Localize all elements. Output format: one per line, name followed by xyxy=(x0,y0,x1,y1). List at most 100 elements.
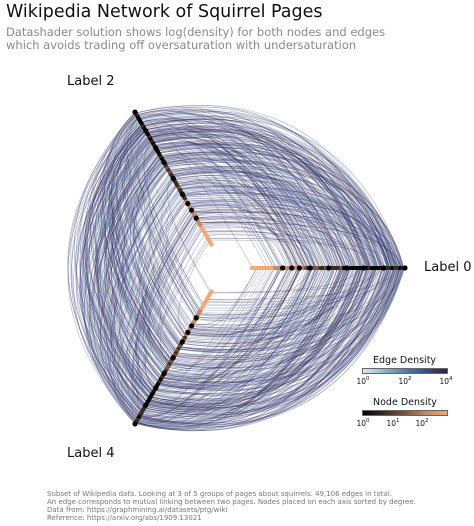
edge-arc xyxy=(144,267,328,413)
edge-layer xyxy=(67,105,405,432)
edge-arc xyxy=(136,267,343,428)
node-point xyxy=(189,323,195,329)
edge-arc xyxy=(162,154,375,269)
edge-arc xyxy=(93,118,162,378)
edge-arc xyxy=(171,267,312,366)
edge-arc xyxy=(171,171,393,269)
edge-arc xyxy=(138,183,177,353)
edge-arc xyxy=(82,143,154,423)
edge-arc xyxy=(198,222,403,269)
edge-arc xyxy=(169,267,374,369)
edge-arc xyxy=(83,142,154,420)
edge-arc xyxy=(147,126,399,269)
edge-arc xyxy=(138,267,344,425)
page-title: Wikipedia Network of Squirrel Pages xyxy=(6,2,323,22)
edge-arc xyxy=(108,130,172,361)
edge-arc xyxy=(135,105,398,269)
edge-arc xyxy=(110,176,173,403)
edge-arc xyxy=(135,267,348,430)
edge-arc xyxy=(183,267,345,344)
edge-arc xyxy=(148,158,200,313)
edge-arc xyxy=(132,156,185,339)
edge-arc xyxy=(125,174,172,369)
node-point xyxy=(185,329,191,336)
edge-arc xyxy=(169,168,404,269)
edge-arc xyxy=(103,151,158,387)
edge-arc xyxy=(135,267,393,431)
edge-arc xyxy=(184,267,390,341)
edge-arc xyxy=(132,208,192,395)
edge-arc xyxy=(151,135,312,269)
edge-arc xyxy=(186,199,390,269)
edge-arc xyxy=(163,156,376,269)
edge-arc xyxy=(99,163,166,412)
edge-arc xyxy=(171,170,353,269)
edge-arc xyxy=(104,128,169,366)
edge-arc xyxy=(81,138,151,419)
edge-arc xyxy=(194,212,287,269)
edge-arc xyxy=(188,202,395,269)
edge-arc xyxy=(193,212,402,269)
edge-arc xyxy=(147,267,361,410)
edge-arc xyxy=(149,184,188,333)
edge-arc xyxy=(143,206,190,369)
edge-arc xyxy=(158,267,327,389)
subtitle-line: Datashader solution shows log(density) f… xyxy=(6,25,386,39)
node-point xyxy=(143,402,149,408)
edge-arc xyxy=(130,117,203,308)
edge-arc xyxy=(79,123,146,407)
edge-arc xyxy=(135,227,203,408)
edge-arc xyxy=(187,201,370,269)
edge-arc xyxy=(154,141,313,269)
edge-arc xyxy=(155,147,268,269)
edge-arc xyxy=(191,208,356,269)
edge-arc xyxy=(150,267,349,404)
edge-arc xyxy=(204,267,390,305)
edge-arc xyxy=(149,131,342,269)
edge-arc xyxy=(155,141,385,269)
edge-arc xyxy=(183,267,349,344)
edge-arc xyxy=(182,192,382,269)
footer-note: Data from: https://graphmining.ai/datase… xyxy=(47,506,228,514)
edge-arc xyxy=(157,267,351,392)
edge-arc xyxy=(95,140,154,394)
edge-arc xyxy=(115,127,181,346)
edge-arc xyxy=(162,267,340,383)
edge-arc xyxy=(205,233,389,269)
edge-arc xyxy=(149,131,371,269)
edge-arc xyxy=(198,221,402,269)
edge-arc xyxy=(179,185,370,269)
edge-arc xyxy=(136,267,291,424)
edge-arc xyxy=(190,267,299,332)
edge-arc xyxy=(92,114,164,376)
edge-arc xyxy=(192,267,405,325)
edge-arc xyxy=(103,168,168,407)
edge-arc xyxy=(169,168,388,269)
edge-arc xyxy=(188,202,293,269)
edge-arc xyxy=(153,267,277,394)
edge-arc xyxy=(143,154,197,319)
edge-arc xyxy=(192,210,346,269)
edge-arc xyxy=(88,138,151,405)
edge-arc xyxy=(170,267,361,368)
subtitle-line: which avoids trading off oversaturation … xyxy=(6,38,357,52)
edge-arc xyxy=(124,115,197,319)
edge-arc xyxy=(161,152,346,269)
edge-arc xyxy=(170,267,341,368)
node-point xyxy=(185,200,191,207)
edge-arc xyxy=(150,134,323,269)
edge-arc xyxy=(186,267,361,338)
edge-arc xyxy=(108,135,170,365)
edge-arc xyxy=(79,133,148,417)
edge-arc xyxy=(182,190,346,269)
edge-arc xyxy=(107,184,177,420)
edge-arc xyxy=(119,189,180,399)
edge-arc xyxy=(144,267,395,416)
edge-arc xyxy=(197,218,357,269)
edge-arc xyxy=(146,267,362,411)
edge-arc xyxy=(172,172,349,269)
edge-arc xyxy=(158,148,321,269)
edge-arc xyxy=(146,267,273,406)
edge-arc xyxy=(150,267,360,404)
edge-arc xyxy=(138,267,401,425)
